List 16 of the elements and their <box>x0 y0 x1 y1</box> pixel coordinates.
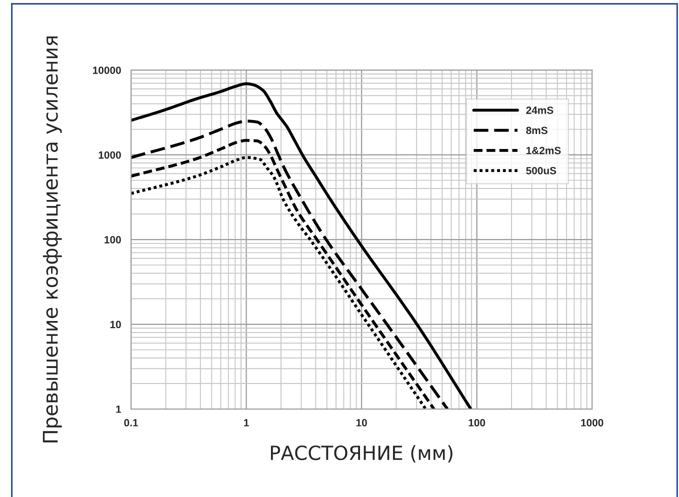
y-tick-label: 1000 <box>98 151 121 159</box>
x-tick-label: 10 <box>356 419 367 426</box>
legend-label: 500uS <box>526 166 556 174</box>
y-tick-label: 1 <box>116 406 122 413</box>
y-tick-label: 100 <box>104 236 121 244</box>
x-tick-label: 100 <box>468 419 486 426</box>
x-axis-title: РАССТОЯНИЕ (мм) <box>270 445 452 462</box>
y-tick-label: 10000 <box>93 66 121 74</box>
y-axis-title: Превышение коэффициента усиления <box>42 36 62 442</box>
x-tick-label: 1000 <box>581 419 604 426</box>
legend-label: 24mS <box>526 106 554 114</box>
legend-label: 1&2mS <box>526 146 561 154</box>
x-tick-label: 0.1 <box>124 419 138 426</box>
y-tick-label: 10 <box>110 320 121 328</box>
legend-label: 8mS <box>526 126 548 134</box>
x-tick-label: 1 <box>244 419 249 426</box>
